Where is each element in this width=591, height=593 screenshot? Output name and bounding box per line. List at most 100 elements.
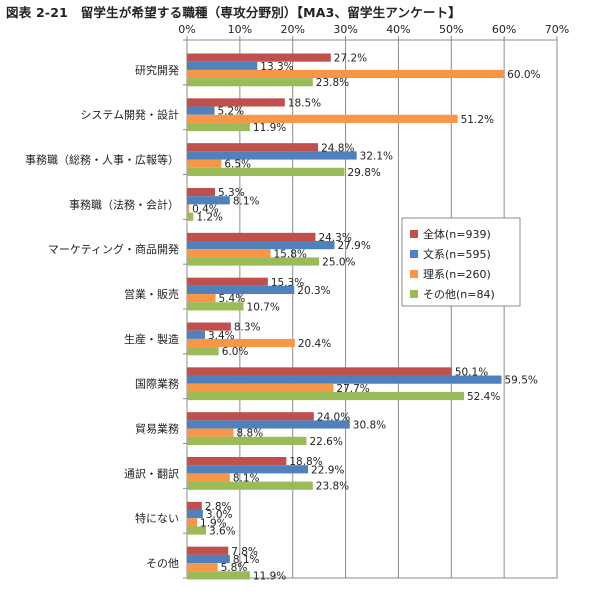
bar [187,473,230,482]
bar [187,375,502,384]
category-label: マーケティング・商品開発 [48,242,179,256]
bar [187,481,313,490]
x-tick-label: 60% [492,23,516,36]
data-label: 60.0% [507,69,540,81]
bar [187,436,307,445]
bar [187,212,194,221]
data-label: 8.3% [234,322,261,334]
bar [187,114,458,123]
data-label: 15.8% [274,248,307,260]
data-label: 8.8% [237,428,264,440]
data-label: 24.0% [317,411,350,423]
data-label: 13.3% [260,61,293,73]
data-label: 23.8% [316,481,349,493]
bar [187,510,203,519]
bar [187,53,331,62]
data-label: 24.8% [321,142,354,154]
data-label: 5.2% [217,106,244,118]
bar [187,391,464,401]
bar [187,546,229,555]
legend-swatch [410,230,418,238]
legend-swatch [410,250,418,258]
category-label: その他 [146,557,179,570]
data-label: 30.8% [353,419,386,431]
category-label: 特にない [135,511,179,525]
data-label: 11.9% [253,122,286,134]
data-label: 24.3% [318,232,351,244]
data-label: 32.1% [360,150,393,162]
x-tick-label: 20% [280,23,304,36]
data-label: 15.3% [271,277,304,289]
data-label: 52.4% [467,391,500,403]
data-label: 25.0% [322,257,355,269]
legend-label: 文系(n=595) [423,247,491,261]
bar [187,501,202,511]
x-tick-label: 70% [545,23,569,36]
bar [187,465,309,474]
bar [187,383,334,392]
legend [401,217,521,307]
data-label: 10.7% [247,301,280,313]
bar [187,338,295,348]
x-tick-label: 10% [228,23,252,36]
bar [187,159,222,168]
data-label: 18.5% [288,97,321,109]
data-label: 3.4% [208,330,235,342]
data-label: 20.3% [297,285,330,297]
bar [187,302,244,311]
legend-label: 理系(n=260) [423,268,491,281]
data-label: 7.8% [231,546,258,558]
bar [187,457,287,466]
bar [187,554,230,564]
bar [187,518,198,527]
data-label: 11.9% [253,570,286,582]
bar [187,249,271,258]
bar [187,571,250,580]
bar [187,232,316,242]
x-tick-label: 40% [386,23,410,36]
legend-swatch [410,290,418,298]
bar [187,367,452,376]
chart-title: 図表 2-21 留学生が希望する職種（専攻分野別）【MA3、留学生アンケート】 [6,5,461,20]
x-tick-label: 0% [178,23,195,36]
data-label: 23.8% [316,77,349,89]
data-label: 27.7% [336,383,369,395]
data-label: 59.5% [505,375,538,387]
category-label: 生産・製造 [124,332,179,346]
bar [187,98,285,107]
data-label: 27.2% [334,53,367,65]
bar [187,257,320,266]
data-label: 8.1% [233,195,260,207]
bar [187,167,345,176]
x-tick-label: 50% [439,23,463,36]
data-label: 22.6% [309,436,342,448]
data-label: 5.4% [219,293,246,305]
bar [187,61,258,70]
bar [187,277,268,286]
data-label: 2.8% [205,501,232,513]
data-label: 50.1% [455,366,488,378]
bar [187,204,190,213]
category-label: 国際業務 [135,377,179,391]
category-label: 事務職（法務・会計） [69,197,179,211]
bar [187,412,314,421]
bar [187,420,350,429]
bar [187,122,250,132]
data-label: 0.4% [192,204,219,216]
bar [187,106,215,115]
bar [187,347,219,356]
data-label: 5.3% [218,187,245,199]
data-label: 27.9% [337,240,370,252]
data-label: 29.8% [348,167,381,179]
bar [187,428,234,437]
data-label: 3.6% [209,526,236,538]
data-label: 1.2% [196,212,223,224]
data-label: 18.8% [289,456,322,468]
category-label: システム開発・設計 [80,108,179,122]
bar [187,322,231,331]
data-label: 8.1% [233,554,260,566]
data-label: 3.0% [206,509,233,521]
x-tick-label: 30% [333,23,357,36]
data-label: 6.5% [224,159,251,171]
